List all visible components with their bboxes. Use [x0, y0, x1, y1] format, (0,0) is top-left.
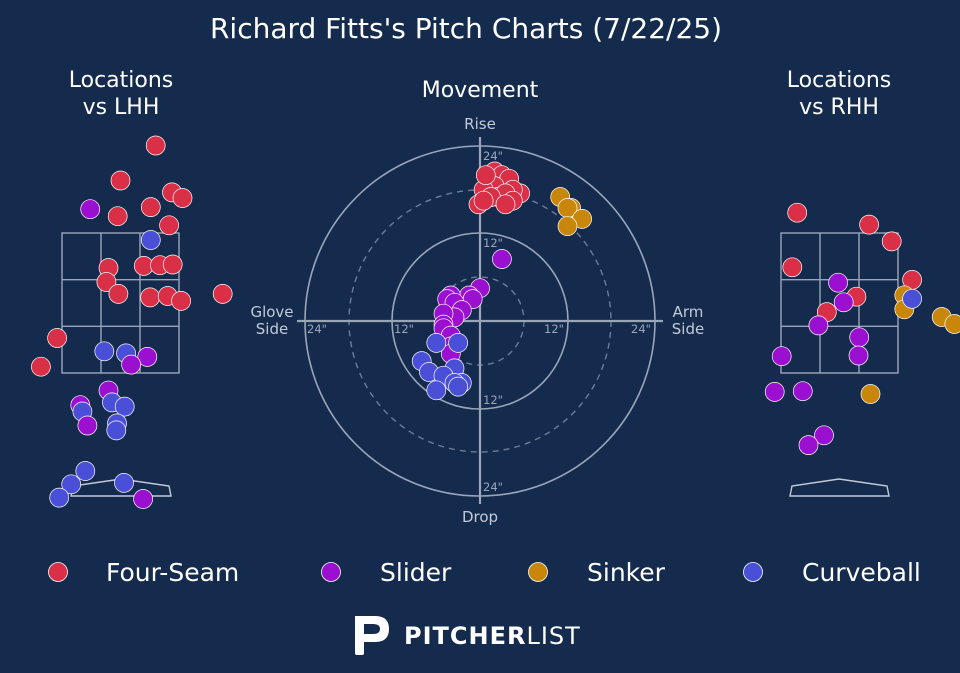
rhh-four-seam-point-1 — [787, 202, 808, 223]
lhh-panel-title-line1: Locations — [69, 68, 174, 93]
lhh-curveball-point-34 — [61, 474, 82, 495]
lhh-curveball-point-21 — [94, 341, 115, 362]
movement-points — [411, 161, 592, 401]
lhh-slider-point-30 — [77, 415, 98, 436]
lhh-four-seam-point-0 — [145, 135, 166, 156]
axis-label-glove-side-line1: Glove — [250, 303, 293, 321]
legend-marker-four-seam — [48, 562, 68, 582]
rhh-curveball-point-23 — [902, 288, 922, 309]
ring-label-top-outer: 24" — [483, 149, 503, 163]
lhh-four-seam-point-17 — [47, 328, 67, 348]
legend: Four-Seam Slider Sinker Curveball — [48, 558, 921, 587]
ring-label-right-outer: 24" — [631, 322, 651, 336]
movement-curveball-point-36 — [426, 333, 447, 353]
lhh-slider-point-24 — [121, 354, 141, 375]
lhh-curveball-point-33 — [75, 461, 96, 481]
movement-curveball-point-45 — [448, 376, 468, 397]
lhh-four-seam-point-18 — [31, 356, 51, 377]
rhh-slider-point-10 — [808, 315, 829, 336]
axis-label-rise: Rise — [464, 115, 496, 133]
rhh-slider-point-11 — [849, 327, 870, 348]
axis-label-glove-side-line2: Side — [256, 320, 288, 338]
rhh-sinker-point-21 — [944, 314, 960, 334]
rhh-panel-title-line1: Locations — [787, 68, 892, 93]
legend-marker-curveball — [743, 562, 763, 582]
ring-label-bottom-outer: 24" — [483, 480, 503, 494]
lhh-four-seam-point-1 — [110, 170, 131, 191]
lhh-four-seam-point-3 — [172, 188, 193, 208]
legend-label-slider: Slider — [380, 558, 452, 587]
rhh-slider-point-12 — [848, 345, 869, 366]
lhh-four-seam-point-12 — [108, 284, 129, 304]
lhh-slider-point-23 — [137, 347, 158, 367]
legend-marker-slider — [321, 562, 341, 582]
movement-four-seam-point-13 — [495, 194, 516, 215]
movement-panel-title: Movement — [422, 78, 539, 103]
lhh-slider-point-37 — [133, 489, 153, 509]
lhh-four-seam-point-10 — [162, 254, 183, 275]
lhh-curveball-point-36 — [49, 487, 70, 508]
chart-title: Richard Fitts's Pitch Charts (7/22/25) — [210, 12, 722, 45]
movement-curveball-point-44 — [426, 380, 447, 401]
rhh-slider-point-15 — [792, 381, 813, 402]
rhh-four-seam-point-2 — [859, 214, 879, 235]
lhh-four-seam-point-15 — [171, 291, 191, 311]
logo-text-light: LIST — [526, 622, 580, 650]
ring-label-left-outer: 24" — [307, 322, 327, 336]
lhh-four-seam-point-4 — [140, 197, 161, 217]
movement-four-seam-point-15 — [475, 165, 496, 186]
lhh-panel-title-line2: vs LHH — [83, 95, 160, 120]
movement-slider-point-21 — [492, 249, 512, 269]
ring-label-bottom-inner: 12" — [483, 393, 503, 407]
lhh-four-seam-point-11 — [96, 272, 117, 292]
lhh-location-points — [31, 135, 233, 509]
rhh-slider-point-16 — [814, 425, 834, 446]
movement-sinker-point-20 — [557, 216, 578, 237]
ring-label-right-inner: 12" — [544, 322, 564, 336]
lhh-four-seam-point-13 — [140, 287, 160, 308]
rhh-four-seam-point-4 — [782, 257, 803, 278]
movement-four-seam-point-14 — [473, 190, 494, 211]
lhh-curveball-point-27 — [114, 396, 135, 417]
axis-label-drop: Drop — [462, 508, 498, 526]
rhh-sinker-point-22 — [860, 384, 881, 404]
ring-label-left-inner: 12" — [394, 322, 414, 336]
lhh-curveball-point-35 — [114, 473, 134, 493]
rhh-slider-point-9 — [833, 292, 854, 313]
lhh-four-seam-point-6 — [159, 215, 179, 236]
rhh-panel-title-line2: vs RHH — [799, 95, 879, 120]
lhh-four-seam-point-16 — [212, 284, 233, 304]
legend-label-four-seam: Four-Seam — [106, 558, 239, 587]
ring-label-top-inner: 12" — [483, 236, 503, 250]
lhh-curveball-point-32 — [106, 420, 127, 441]
rhh-slider-point-17 — [798, 435, 819, 455]
pitcherlist-logo-text: PITCHERLIST — [404, 622, 581, 650]
lhh-slider-point-20 — [80, 199, 101, 220]
pitcherlist-logo-icon — [355, 616, 389, 655]
rhh-location-points — [764, 202, 960, 455]
legend-marker-sinker — [528, 562, 548, 582]
rhh-four-seam-point-3 — [881, 231, 902, 252]
lhh-curveball-point-19 — [140, 230, 161, 250]
legend-label-curveball: Curveball — [802, 558, 921, 587]
lhh-four-seam-point-5 — [107, 206, 128, 227]
axis-label-arm-side-line1: Arm — [673, 303, 704, 321]
movement-curveball-point-37 — [448, 333, 468, 353]
rhh-slider-point-13 — [771, 346, 792, 367]
pitcherlist-logo: PITCHERLIST — [355, 616, 581, 655]
logo-text-bold: PITCHER — [404, 622, 526, 650]
rhh-slider-point-14 — [764, 382, 785, 402]
axis-label-arm-side-line2: Side — [672, 320, 704, 338]
legend-label-sinker: Sinker — [587, 558, 666, 587]
rhh-home-plate — [789, 478, 890, 497]
rhh-slider-point-8 — [828, 272, 848, 293]
